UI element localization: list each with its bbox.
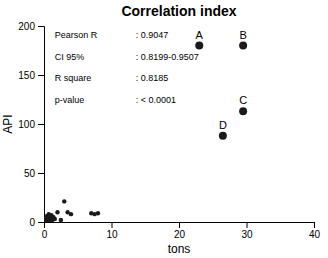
x-axis-tick: 40: [309, 222, 321, 240]
y-axis-line: [38, 27, 45, 223]
point: [59, 218, 63, 222]
x-axis-tick-mark: [179, 222, 180, 228]
x-axis-tick-label: 40: [309, 229, 321, 240]
y-axis-tick: 0: [29, 217, 44, 228]
y-axis-tick: 100: [18, 119, 44, 130]
x-axis-tick: 30: [241, 222, 253, 240]
y-axis-tick-label: 150: [18, 70, 35, 81]
point-label: A: [196, 29, 204, 41]
y-axis-tick-mark: [38, 173, 44, 174]
x-axis-title: tons: [168, 242, 191, 256]
point: [96, 211, 100, 215]
point-label: B: [239, 29, 246, 41]
chart: 0 10 20 30 40 0 50 100 150 200 A B C D Pearson R : 0.90…: [0, 0, 328, 258]
point: [69, 212, 73, 216]
x-axis-tick-mark: [247, 222, 248, 228]
stats-text: : < 0.0001: [136, 95, 176, 105]
x-axis-tick-label: 30: [241, 229, 253, 240]
stats: Pearson R : 0.9047 CI 95% : 0.8199-0.9507 R …: [55, 30, 199, 105]
stats-text: : 0.8185: [136, 73, 169, 83]
point: [239, 42, 247, 50]
point: [239, 107, 247, 115]
x-axis-tick-mark: [314, 222, 315, 228]
point: [219, 132, 227, 140]
y-axis-tick: 150: [18, 70, 44, 81]
plot: 0 10 20 30 40 0 50 100 150 200 A B C D Pearson R : 0.90…: [18, 21, 320, 240]
y-axis-tick-label: 0: [29, 217, 35, 228]
stats-text: : 0.8199-0.9507: [136, 52, 199, 62]
stats-text: CI 95%: [55, 52, 85, 62]
y-axis-title: API: [1, 114, 15, 133]
y-axis: 0 50 100 150 200: [18, 21, 44, 228]
x-axis-tick: 20: [174, 222, 186, 240]
y-axis-tick-label: 200: [18, 21, 35, 32]
x-axis-line: [45, 223, 315, 229]
y-axis-tick-mark: [38, 124, 44, 125]
x-axis-tick-label: 10: [106, 229, 118, 240]
title: Correlation index: [121, 3, 236, 19]
x-axis-tick-label: 20: [174, 229, 186, 240]
y-axis-tick-mark: [38, 75, 44, 76]
x-axis-tick-mark: [112, 222, 113, 228]
point-labels: A B C D: [196, 29, 248, 131]
point-label: D: [219, 119, 227, 131]
y-axis-tick-label: 100: [18, 119, 35, 130]
points: [44, 42, 247, 222]
stats-text: R square: [55, 73, 92, 83]
y-axis-tick: 200: [18, 21, 44, 32]
y-axis-tick-mark: [38, 26, 44, 27]
x-axis-tick: 0: [42, 222, 48, 240]
stats-text: Pearson R: [55, 30, 98, 40]
x-axis: 0 10 20 30 40: [42, 222, 321, 240]
y-axis-tick: 50: [24, 168, 44, 179]
y-axis-tick-label: 50: [24, 168, 36, 179]
stats-text: : 0.9047: [136, 30, 169, 40]
point: [55, 210, 59, 214]
y-axis-tick-mark: [38, 222, 44, 223]
point-label: C: [239, 94, 247, 106]
point: [195, 42, 203, 50]
point: [62, 199, 66, 203]
stats-text: p-value: [55, 95, 85, 105]
x-axis-tick-label: 0: [42, 229, 48, 240]
point: [53, 217, 57, 221]
x-axis-tick: 10: [106, 222, 118, 240]
